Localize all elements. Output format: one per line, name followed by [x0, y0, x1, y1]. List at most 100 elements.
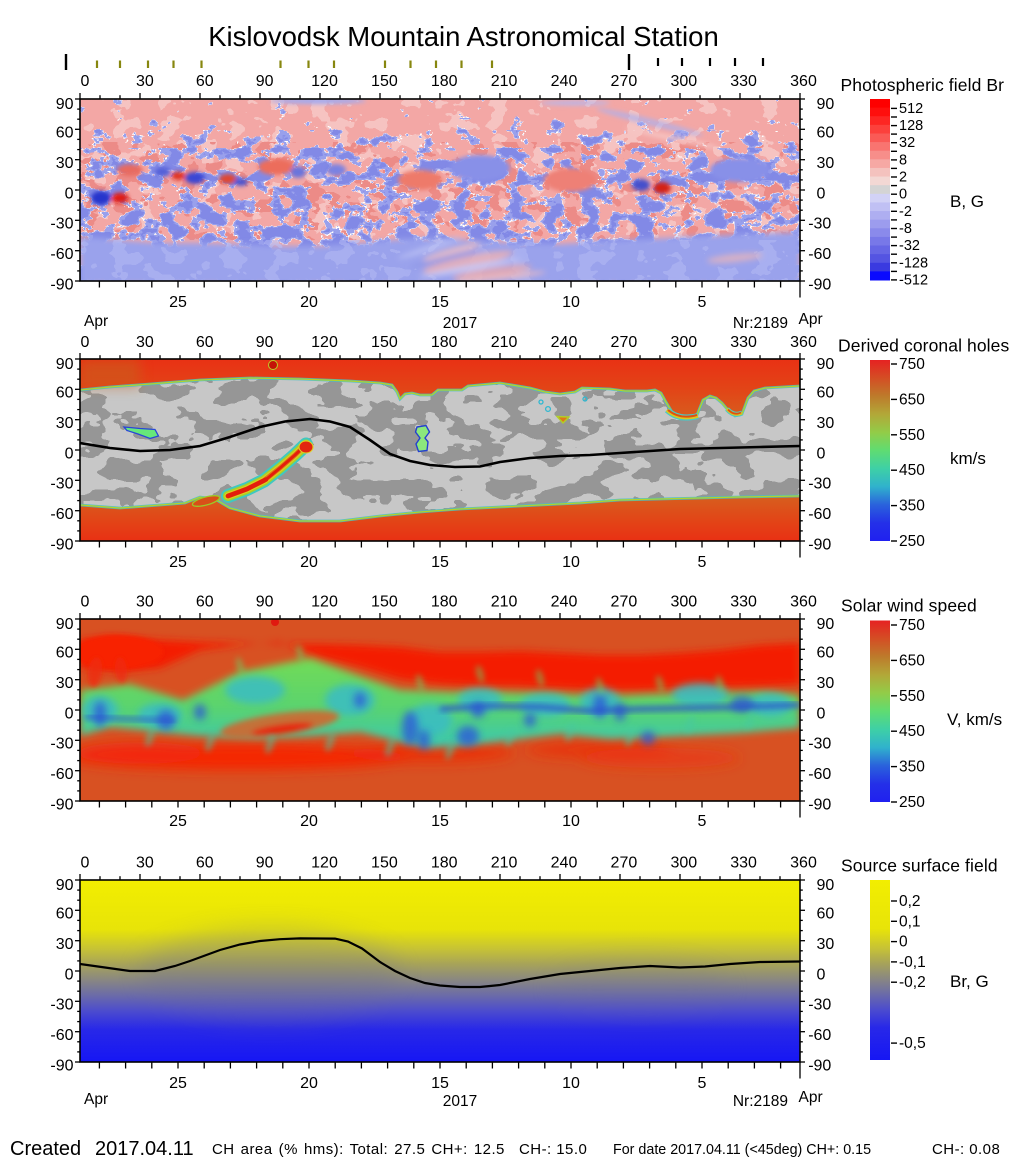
svg-text:360: 360	[790, 594, 817, 611]
svg-text:0: 0	[899, 934, 908, 951]
svg-text:300: 300	[670, 73, 697, 90]
svg-text:15: 15	[431, 554, 449, 571]
svg-text:180: 180	[431, 73, 458, 90]
svg-text:90: 90	[817, 877, 835, 894]
svg-text:90: 90	[256, 73, 274, 90]
svg-text:0: 0	[65, 966, 74, 983]
svg-text:8: 8	[899, 152, 907, 168]
svg-text:330: 330	[730, 855, 757, 872]
svg-text:30: 30	[817, 415, 835, 432]
svg-text:-90: -90	[50, 276, 73, 293]
svg-text:25: 25	[169, 1075, 187, 1092]
svg-text:0: 0	[81, 594, 90, 611]
svg-text:180: 180	[431, 594, 458, 611]
svg-text:550: 550	[899, 688, 925, 705]
svg-text:450: 450	[899, 723, 925, 740]
svg-text:60: 60	[196, 334, 214, 351]
svg-text:330: 330	[730, 334, 757, 351]
svg-text:25: 25	[169, 294, 187, 311]
svg-text:90: 90	[817, 616, 835, 633]
svg-text:2017.04.11: 2017.04.11	[95, 1138, 194, 1160]
svg-text:210: 210	[491, 855, 518, 872]
svg-text:128: 128	[899, 118, 923, 134]
svg-text:60: 60	[56, 125, 74, 142]
svg-text:-60: -60	[808, 506, 831, 523]
svg-text:20: 20	[300, 1075, 318, 1092]
svg-text:650: 650	[899, 652, 925, 669]
svg-text:-0,1: -0,1	[899, 954, 926, 971]
svg-text:Solar wind speed: Solar wind speed	[841, 596, 977, 616]
svg-text:60: 60	[817, 125, 835, 142]
svg-text:20: 20	[300, 294, 318, 311]
svg-text:60: 60	[56, 385, 74, 402]
svg-text:-512: -512	[899, 273, 928, 289]
svg-text:250: 250	[899, 794, 925, 811]
svg-text:2: 2	[899, 170, 907, 186]
svg-text:60: 60	[817, 385, 835, 402]
svg-text:For date 2017.04.11 (<45deg) C: For date 2017.04.11 (<45deg) CH+: 0.15	[613, 1142, 871, 1158]
svg-text:-32: -32	[899, 238, 920, 254]
svg-text:-30: -30	[50, 997, 73, 1014]
svg-text:0: 0	[81, 334, 90, 351]
svg-text:15: 15	[431, 813, 449, 830]
svg-text:60: 60	[196, 73, 214, 90]
svg-text:360: 360	[790, 334, 817, 351]
svg-text:240: 240	[551, 334, 578, 351]
svg-text:0,1: 0,1	[899, 913, 921, 930]
svg-text:30: 30	[56, 415, 74, 432]
svg-text:650: 650	[899, 391, 925, 408]
svg-text:Nr:2189: Nr:2189	[733, 1093, 788, 1110]
svg-text:-0,2: -0,2	[899, 974, 926, 991]
svg-text:-90: -90	[808, 796, 831, 813]
svg-text:-90: -90	[50, 536, 73, 553]
svg-text:30: 30	[136, 334, 154, 351]
svg-text:30: 30	[817, 936, 835, 953]
svg-text:250: 250	[899, 533, 925, 550]
svg-text:750: 750	[899, 356, 925, 373]
svg-text:5: 5	[698, 294, 707, 311]
svg-text:25: 25	[169, 813, 187, 830]
svg-text:-128: -128	[899, 255, 928, 271]
svg-text:150: 150	[371, 594, 398, 611]
svg-text:30: 30	[136, 855, 154, 872]
svg-text:-8: -8	[899, 221, 912, 237]
svg-text:0: 0	[81, 73, 90, 90]
svg-text:270: 270	[611, 334, 638, 351]
svg-text:-2: -2	[899, 204, 912, 220]
svg-text:330: 330	[730, 594, 757, 611]
svg-text:90: 90	[817, 356, 835, 373]
svg-text:330: 330	[730, 73, 757, 90]
svg-text:90: 90	[56, 877, 74, 894]
svg-text:30: 30	[136, 73, 154, 90]
svg-text:0,2: 0,2	[899, 893, 921, 910]
svg-text:0: 0	[817, 705, 826, 722]
svg-text:300: 300	[670, 855, 697, 872]
svg-text:210: 210	[491, 73, 518, 90]
svg-text:-90: -90	[808, 536, 831, 553]
svg-text:60: 60	[196, 594, 214, 611]
svg-text:-90: -90	[808, 1057, 831, 1074]
svg-text:10: 10	[562, 554, 580, 571]
svg-text:10: 10	[562, 813, 580, 830]
svg-text:360: 360	[790, 855, 817, 872]
svg-text:120: 120	[311, 73, 338, 90]
svg-text:25: 25	[169, 554, 187, 571]
svg-text:30: 30	[56, 936, 74, 953]
svg-text:150: 150	[371, 334, 398, 351]
svg-text:20: 20	[300, 813, 318, 830]
svg-text:-30: -30	[50, 216, 73, 233]
svg-text:-30: -30	[808, 476, 831, 493]
svg-text:15: 15	[431, 294, 449, 311]
svg-text:km/s: km/s	[950, 449, 986, 468]
svg-text:20: 20	[300, 554, 318, 571]
svg-text:-30: -30	[808, 997, 831, 1014]
svg-text:10: 10	[562, 1075, 580, 1092]
svg-text:-90: -90	[50, 796, 73, 813]
svg-text:Photospheric field Br: Photospheric field Br	[841, 75, 1005, 95]
svg-text:240: 240	[551, 73, 578, 90]
svg-text:-0,5: -0,5	[899, 1035, 926, 1052]
svg-text:150: 150	[371, 73, 398, 90]
svg-text:60: 60	[817, 645, 835, 662]
svg-text:B, G: B, G	[950, 192, 984, 211]
svg-text:60: 60	[817, 906, 835, 923]
